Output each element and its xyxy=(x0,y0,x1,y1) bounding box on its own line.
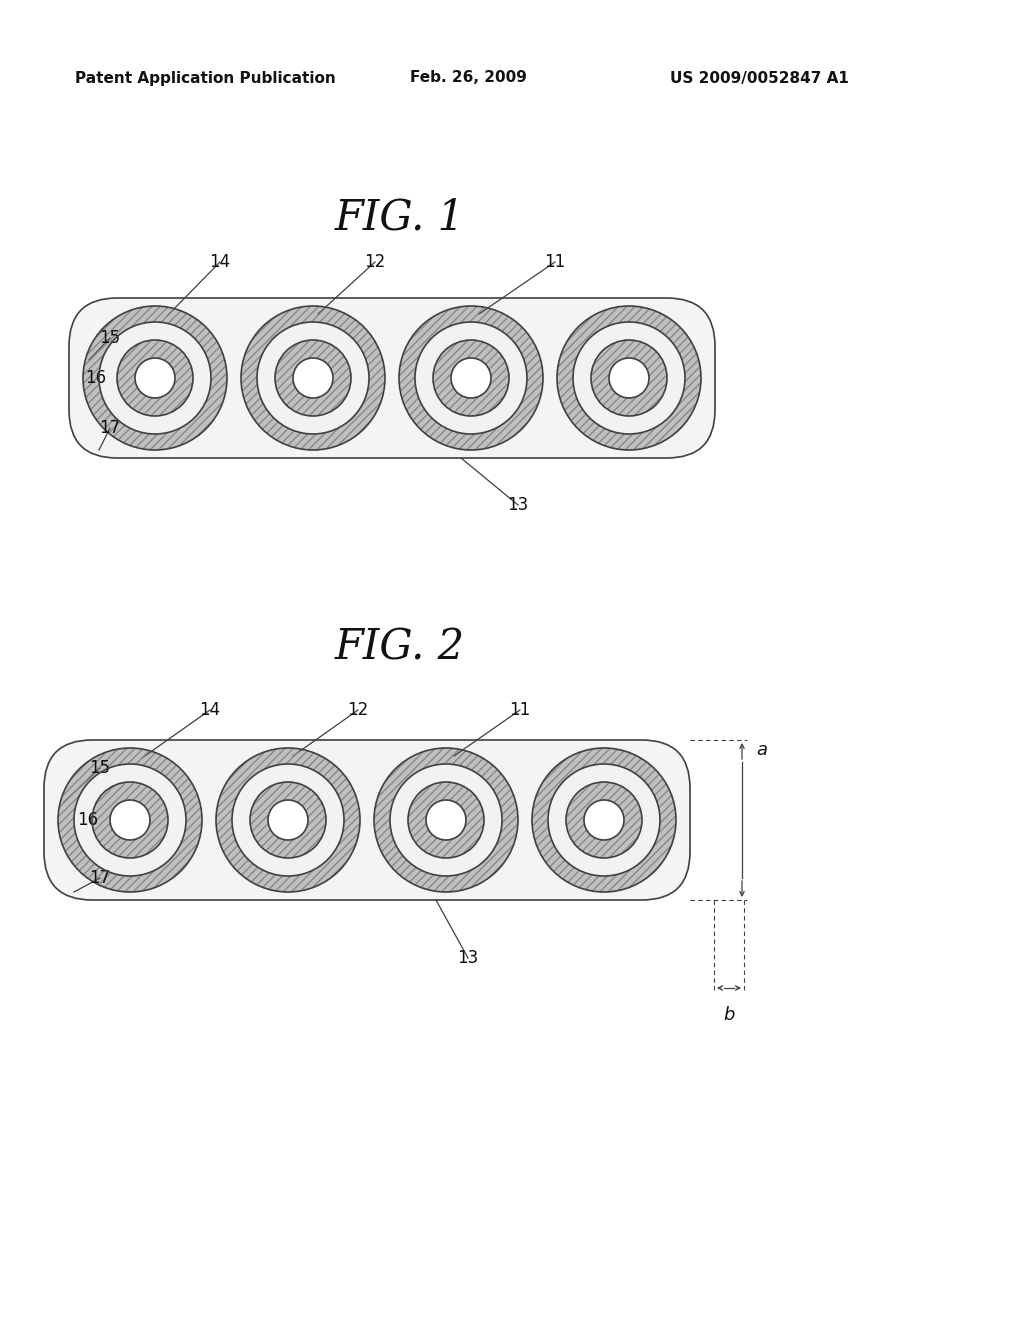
Text: 12: 12 xyxy=(347,701,369,719)
Circle shape xyxy=(293,358,333,399)
Text: FIG. 1: FIG. 1 xyxy=(335,197,465,239)
Circle shape xyxy=(241,306,385,450)
Circle shape xyxy=(110,800,150,840)
Circle shape xyxy=(591,341,667,416)
Text: Patent Application Publication: Patent Application Publication xyxy=(75,70,336,86)
Circle shape xyxy=(374,748,518,892)
Text: 11: 11 xyxy=(509,701,530,719)
Circle shape xyxy=(399,306,543,450)
Text: a: a xyxy=(756,741,767,759)
Text: 17: 17 xyxy=(99,418,121,437)
Circle shape xyxy=(74,764,186,876)
Text: 14: 14 xyxy=(200,701,220,719)
Circle shape xyxy=(92,781,168,858)
Circle shape xyxy=(566,781,642,858)
Circle shape xyxy=(548,764,660,876)
Text: 17: 17 xyxy=(89,869,111,887)
Circle shape xyxy=(257,322,369,434)
Circle shape xyxy=(609,358,649,399)
Text: 16: 16 xyxy=(78,810,98,829)
Circle shape xyxy=(433,341,509,416)
FancyBboxPatch shape xyxy=(69,298,715,458)
Circle shape xyxy=(216,748,360,892)
Circle shape xyxy=(232,764,344,876)
Circle shape xyxy=(573,322,685,434)
Circle shape xyxy=(275,341,351,416)
Text: 12: 12 xyxy=(365,253,386,271)
Circle shape xyxy=(268,800,308,840)
Circle shape xyxy=(58,748,202,892)
Circle shape xyxy=(250,781,326,858)
FancyBboxPatch shape xyxy=(44,741,690,900)
Circle shape xyxy=(117,341,193,416)
Text: 13: 13 xyxy=(507,496,528,513)
Circle shape xyxy=(451,358,490,399)
Text: Feb. 26, 2009: Feb. 26, 2009 xyxy=(410,70,527,86)
Circle shape xyxy=(557,306,701,450)
Circle shape xyxy=(415,322,527,434)
Text: FIG. 2: FIG. 2 xyxy=(335,627,465,669)
Text: b: b xyxy=(723,1006,734,1024)
Circle shape xyxy=(83,306,227,450)
Circle shape xyxy=(426,800,466,840)
Text: 14: 14 xyxy=(210,253,230,271)
Text: 15: 15 xyxy=(99,329,121,347)
Text: 13: 13 xyxy=(458,949,478,968)
Circle shape xyxy=(99,322,211,434)
Circle shape xyxy=(408,781,484,858)
Text: US 2009/0052847 A1: US 2009/0052847 A1 xyxy=(670,70,849,86)
Text: 16: 16 xyxy=(85,370,106,387)
Text: 11: 11 xyxy=(545,253,565,271)
Circle shape xyxy=(532,748,676,892)
Text: 15: 15 xyxy=(89,759,111,777)
Circle shape xyxy=(584,800,624,840)
Circle shape xyxy=(390,764,502,876)
Circle shape xyxy=(135,358,175,399)
